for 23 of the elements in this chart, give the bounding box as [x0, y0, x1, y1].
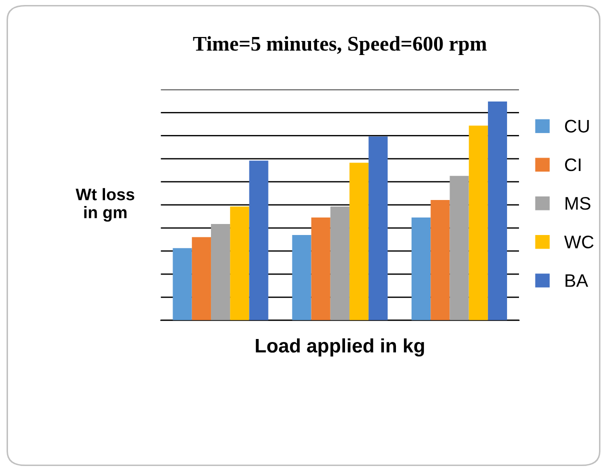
bar [292, 234, 312, 320]
chart-title: Time=5 minutes, Speed=600 rpm [193, 36, 487, 56]
bar [172, 248, 192, 320]
bar [368, 136, 388, 320]
legend-label: MS [566, 196, 590, 210]
bar [249, 160, 268, 320]
legend-label: BA [566, 274, 588, 287]
bar [349, 162, 369, 320]
bar [450, 176, 469, 320]
bar [488, 102, 508, 320]
bar [330, 206, 350, 320]
x-axis-title: Load applied in kg [256, 338, 424, 357]
bar [230, 206, 250, 320]
bar [192, 237, 211, 320]
bar [468, 126, 488, 320]
legend-label: WC [564, 236, 594, 248]
legend-label: CI [565, 158, 581, 172]
bar [412, 217, 431, 320]
bar [311, 217, 330, 320]
legend-label: CU [565, 120, 589, 133]
bar [430, 200, 450, 320]
bar [210, 224, 230, 320]
y-axis-title: Wt loss in gm [76, 188, 134, 222]
